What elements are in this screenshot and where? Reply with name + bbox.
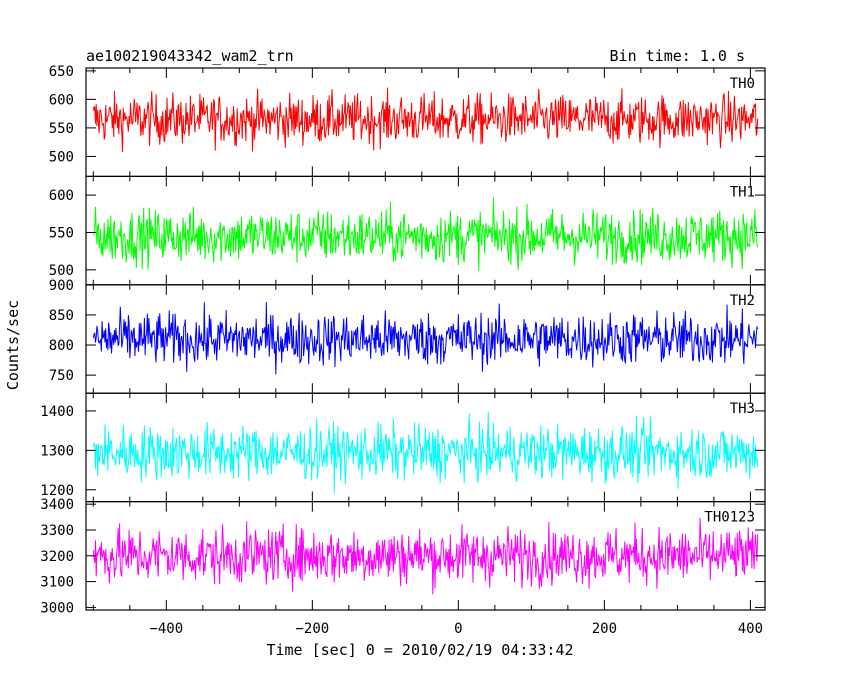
series-line-th0123	[92, 517, 759, 595]
bin-time-label: Bin time: 1.0 s	[610, 47, 745, 65]
x-tick-label: 200	[592, 621, 617, 637]
y-tick-label: 650	[49, 64, 74, 80]
series-line-th3	[92, 411, 759, 494]
y-tick-label: 900	[49, 278, 74, 294]
x-axis-label: Time [sec] 0 = 2010/02/19 04:33:42	[266, 641, 573, 659]
y-axis-label: Counts/sec	[4, 300, 22, 390]
series-line-th0	[92, 87, 759, 152]
panel-label-th1: TH1	[730, 184, 755, 200]
y-tick-label: 500	[49, 263, 74, 279]
series-line-th2	[92, 302, 759, 375]
y-tick-label: 600	[49, 188, 74, 204]
y-tick-label: 1200	[40, 483, 74, 499]
y-tick-label: 3000	[40, 600, 74, 616]
x-tick-label: −200	[295, 621, 329, 637]
y-tick-label: 3100	[40, 575, 74, 591]
y-tick-label: 550	[49, 121, 74, 137]
y-tick-label: 750	[49, 368, 74, 384]
observation-id-title: ae100219043342_wam2_trn	[86, 47, 294, 65]
x-tick-label: 0	[454, 621, 462, 637]
y-tick-label: 1300	[40, 443, 74, 459]
panel-label-th2: TH2	[730, 293, 755, 309]
panel-label-th0123: TH0123	[704, 510, 755, 526]
series-line-th1	[92, 197, 759, 272]
y-tick-label: 550	[49, 225, 74, 241]
panel-label-th0: TH0	[730, 76, 755, 92]
panel-label-th3: TH3	[730, 401, 755, 417]
y-tick-label: 800	[49, 338, 74, 354]
y-tick-label: 1400	[40, 404, 74, 420]
y-tick-label: 3400	[40, 497, 74, 513]
y-tick-label: 3300	[40, 523, 74, 539]
y-tick-label: 500	[49, 149, 74, 165]
x-tick-label: −400	[149, 621, 183, 637]
y-tick-label: 850	[49, 308, 74, 324]
panel-group: TH0 500 550 600 650 TH1 500 550 600 TH2 750 800 850 9…	[40, 64, 766, 637]
y-tick-label: 3200	[40, 549, 74, 565]
y-tick-label: 600	[49, 92, 74, 108]
x-tick-label: 400	[738, 621, 763, 637]
